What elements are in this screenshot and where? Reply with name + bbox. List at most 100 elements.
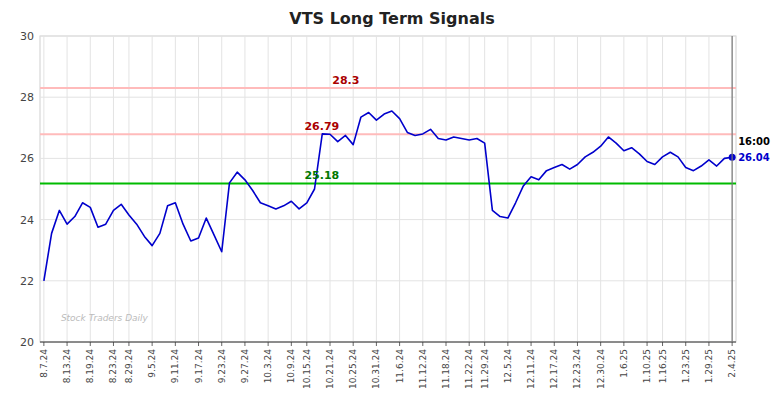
y-grid-line xyxy=(40,342,736,343)
x-tick-label: 10.15.24 xyxy=(302,349,312,389)
signal-line xyxy=(40,133,736,135)
signal-label: 28.3 xyxy=(332,74,359,87)
x-tick-label: 1.16.25 xyxy=(658,349,668,383)
x-tick xyxy=(531,342,532,346)
x-grid-line xyxy=(128,36,129,342)
x-tick-label: 11.18.24 xyxy=(441,349,451,389)
title: VTS Long Term Signals xyxy=(289,9,494,28)
x-tick xyxy=(113,342,114,346)
x-tick-label: 8.19.24 xyxy=(85,349,95,384)
x-tick xyxy=(90,342,91,346)
x-tick xyxy=(291,342,292,346)
grid xyxy=(40,36,736,342)
x-tick-label: 11.12.24 xyxy=(418,349,428,389)
y-grid-line xyxy=(40,219,736,220)
price-line xyxy=(44,111,732,281)
x-grid-line xyxy=(685,36,686,342)
x-grid-line xyxy=(531,36,532,342)
x-tick-label: 1.23.25 xyxy=(681,349,691,383)
x-tick xyxy=(399,342,400,346)
x-tick xyxy=(732,342,733,346)
x-tick-label: 1.10.25 xyxy=(642,349,652,383)
signal-line xyxy=(40,183,736,185)
x-tick-label: 9.17.24 xyxy=(194,349,204,384)
x-tick-label: 12.23.24 xyxy=(572,349,582,389)
x-tick-label: 10.9.24 xyxy=(286,349,296,384)
x-grid-line xyxy=(732,36,733,342)
y-grid-line xyxy=(40,36,736,37)
x-tick-label: 1.29.25 xyxy=(704,349,714,383)
x-tick-label: 10.21.24 xyxy=(325,349,335,389)
x-grid-line xyxy=(577,36,578,342)
end-price-label: 26.04 xyxy=(738,152,770,163)
x-tick-label: 10.3.24 xyxy=(263,349,273,384)
y-grid-line xyxy=(40,280,736,281)
x-grid-line xyxy=(623,36,624,342)
x-grid-line xyxy=(600,36,601,342)
x-tick xyxy=(484,342,485,346)
x-grid-line xyxy=(647,36,648,342)
y-grid-line xyxy=(40,97,736,98)
x-tick-label: 9.23.24 xyxy=(217,349,227,384)
x-tick xyxy=(600,342,601,346)
x-tick xyxy=(244,342,245,346)
x-grid-line xyxy=(708,36,709,342)
plot-frame xyxy=(40,36,736,342)
x-tick-label: 9.5.24 xyxy=(147,349,157,378)
x-tick xyxy=(198,342,199,346)
x-grid-line xyxy=(221,36,222,342)
y-tick-label: 20 xyxy=(20,336,34,349)
x-tick-label: 8.29.24 xyxy=(124,349,134,384)
x-grid-line xyxy=(554,36,555,342)
x-tick xyxy=(353,342,354,346)
x-tick xyxy=(376,342,377,346)
chart: VTS Long Term Signals2022242628308.7.248… xyxy=(0,0,784,398)
x-grid-line xyxy=(175,36,176,342)
x-tick-label: 8.13.24 xyxy=(62,349,72,384)
y-grid-line xyxy=(40,158,736,159)
x-grid-line xyxy=(113,36,114,342)
x-tick xyxy=(128,342,129,346)
x-tick xyxy=(67,342,68,346)
x-tick xyxy=(623,342,624,346)
x-grid-line xyxy=(90,36,91,342)
x-tick xyxy=(221,342,222,346)
y-tick-label: 24 xyxy=(20,214,34,227)
x-tick xyxy=(306,342,307,346)
x-grid-line xyxy=(422,36,423,342)
x-tick xyxy=(577,342,578,346)
x-tick-label: 12.11.24 xyxy=(526,349,536,389)
x-tick xyxy=(43,342,44,346)
x-grid-line xyxy=(446,36,447,342)
x-grid-line xyxy=(484,36,485,342)
x-tick-label: 11.22.24 xyxy=(464,349,474,389)
x-tick-label: 1.6.25 xyxy=(619,349,629,378)
x-grid-line xyxy=(469,36,470,342)
y-tick-label: 26 xyxy=(20,152,34,165)
y-tick-label: 22 xyxy=(20,275,34,288)
x-tick-label: 12.30.24 xyxy=(596,349,606,389)
x-tick xyxy=(422,342,423,346)
end-time-label: 16:00 xyxy=(738,136,770,147)
x-tick xyxy=(446,342,447,346)
x-tick-label: 9.11.24 xyxy=(170,349,180,384)
x-grid-line xyxy=(152,36,153,342)
x-tick-label: 10.25.24 xyxy=(348,349,358,389)
x-tick-label: 8.7.24 xyxy=(39,349,49,378)
x-tick xyxy=(175,342,176,346)
x-tick-label: 2.4.25 xyxy=(727,349,737,378)
x-grid-line xyxy=(43,36,44,342)
x-tick xyxy=(662,342,663,346)
x-grid-line xyxy=(507,36,508,342)
x-tick xyxy=(152,342,153,346)
y-tick-label: 28 xyxy=(20,91,34,104)
x-grid-line xyxy=(244,36,245,342)
x-tick-label: 9.27.24 xyxy=(240,349,250,384)
x-tick xyxy=(268,342,269,346)
x-grid-line xyxy=(306,36,307,342)
x-tick-label: 10.31.24 xyxy=(371,349,381,389)
plot-area xyxy=(40,88,736,281)
x-tick xyxy=(685,342,686,346)
x-tick-label: 11.6.24 xyxy=(395,349,405,384)
x-tick xyxy=(708,342,709,346)
